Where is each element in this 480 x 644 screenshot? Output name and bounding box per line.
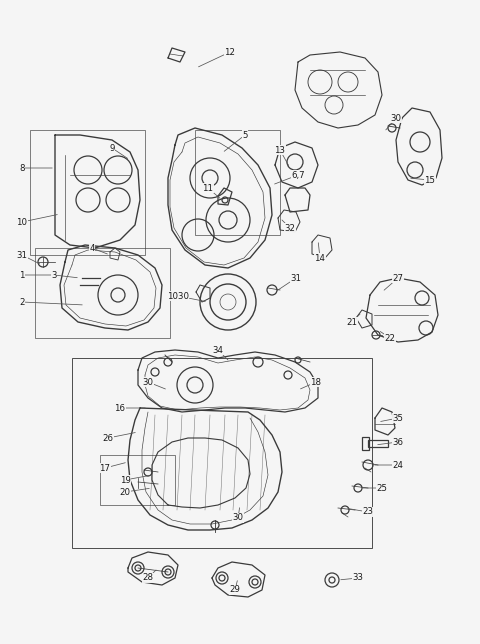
Text: 5: 5: [224, 131, 248, 151]
Text: 31: 31: [277, 274, 301, 290]
Bar: [368, 440, 388, 447]
Text: 4: 4: [89, 243, 108, 254]
Bar: [35, 248, 170, 338]
Text: 6,7: 6,7: [275, 171, 305, 184]
Text: 29: 29: [229, 581, 240, 594]
Text: 25: 25: [363, 484, 387, 493]
Text: 32: 32: [282, 220, 296, 232]
Bar: [72, 358, 372, 548]
Bar: [362, 437, 369, 450]
Text: 17: 17: [99, 462, 125, 473]
Text: 3: 3: [51, 270, 77, 279]
Text: 35: 35: [381, 413, 404, 422]
Text: 30: 30: [386, 113, 401, 130]
Text: 34: 34: [213, 345, 228, 360]
Text: 18: 18: [300, 377, 322, 389]
Text: 22: 22: [380, 332, 396, 343]
Bar: [100, 455, 175, 505]
Text: 21: 21: [347, 314, 360, 327]
Text: 14: 14: [314, 243, 325, 263]
Text: 9: 9: [109, 144, 128, 158]
Text: 8: 8: [19, 164, 52, 173]
Text: 12: 12: [199, 48, 236, 67]
Text: 20: 20: [120, 488, 149, 497]
Text: 30: 30: [143, 377, 166, 389]
Text: 28: 28: [143, 570, 156, 583]
Text: 24: 24: [375, 460, 404, 469]
Text: 36: 36: [378, 437, 404, 446]
Text: 27: 27: [384, 274, 404, 290]
Text: 23: 23: [348, 507, 373, 516]
Text: 15: 15: [411, 176, 435, 184]
Text: 1: 1: [19, 270, 52, 279]
Text: 30: 30: [232, 507, 243, 522]
Text: 10: 10: [16, 214, 57, 227]
Text: 1030: 1030: [167, 292, 205, 301]
Text: 26: 26: [103, 433, 135, 442]
Text: 11: 11: [203, 184, 220, 198]
Text: 33: 33: [341, 574, 363, 583]
Text: 16: 16: [115, 404, 145, 413]
Text: 2: 2: [19, 298, 82, 307]
Text: 31: 31: [16, 251, 39, 264]
Text: 13: 13: [275, 146, 288, 166]
Text: 19: 19: [120, 475, 149, 484]
Bar: [30, 130, 145, 255]
Bar: [195, 130, 280, 235]
